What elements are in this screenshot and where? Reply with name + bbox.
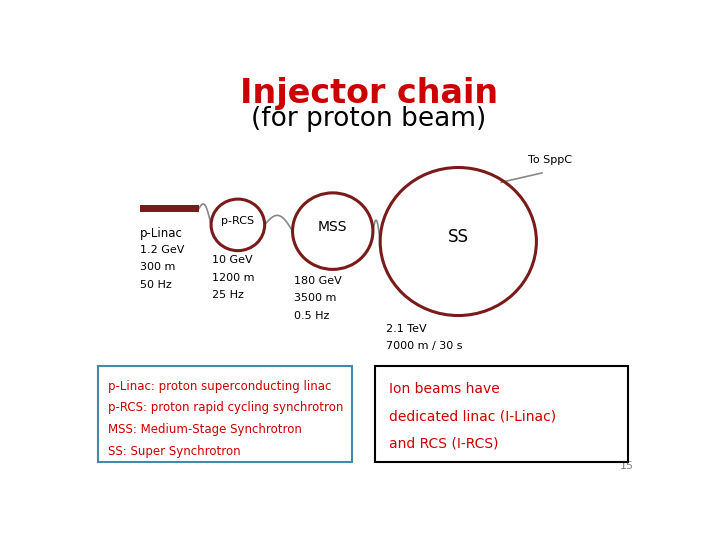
Text: 10 GeV: 10 GeV bbox=[212, 255, 252, 265]
Text: (for proton beam): (for proton beam) bbox=[251, 106, 487, 132]
Text: 25 Hz: 25 Hz bbox=[212, 290, 243, 300]
Text: 15: 15 bbox=[620, 462, 634, 471]
Text: p-Linac: p-Linac bbox=[140, 227, 183, 240]
Text: 1.2 GeV: 1.2 GeV bbox=[140, 245, 184, 255]
Text: 3500 m: 3500 m bbox=[294, 293, 336, 303]
Text: dedicated linac (I-Linac): dedicated linac (I-Linac) bbox=[389, 409, 556, 423]
Text: and RCS (I-RCS): and RCS (I-RCS) bbox=[389, 436, 498, 450]
FancyBboxPatch shape bbox=[99, 366, 352, 462]
Text: 0.5 Hz: 0.5 Hz bbox=[294, 311, 329, 321]
Text: Injector chain: Injector chain bbox=[240, 77, 498, 110]
FancyBboxPatch shape bbox=[374, 366, 629, 462]
Text: 180 GeV: 180 GeV bbox=[294, 276, 341, 286]
Text: 300 m: 300 m bbox=[140, 262, 176, 272]
Text: SS: Super Synchrotron: SS: Super Synchrotron bbox=[109, 444, 241, 457]
Bar bbox=[140, 205, 199, 212]
Text: 1200 m: 1200 m bbox=[212, 273, 254, 282]
Text: p-RCS: p-RCS bbox=[221, 215, 254, 226]
Text: SS: SS bbox=[448, 228, 469, 246]
Text: MSS: MSS bbox=[318, 220, 348, 234]
Text: 50 Hz: 50 Hz bbox=[140, 280, 172, 290]
Text: p-RCS: proton rapid cycling synchrotron: p-RCS: proton rapid cycling synchrotron bbox=[109, 401, 343, 414]
Text: MSS: Medium-Stage Synchrotron: MSS: Medium-Stage Synchrotron bbox=[109, 423, 302, 436]
Text: 7000 m / 30 s: 7000 m / 30 s bbox=[386, 341, 462, 352]
Text: 2.1 TeV: 2.1 TeV bbox=[386, 324, 426, 334]
Text: Ion beams have: Ion beams have bbox=[389, 382, 499, 396]
Text: To SppC: To SppC bbox=[528, 154, 572, 165]
Text: p-Linac: proton superconducting linac: p-Linac: proton superconducting linac bbox=[109, 380, 332, 393]
